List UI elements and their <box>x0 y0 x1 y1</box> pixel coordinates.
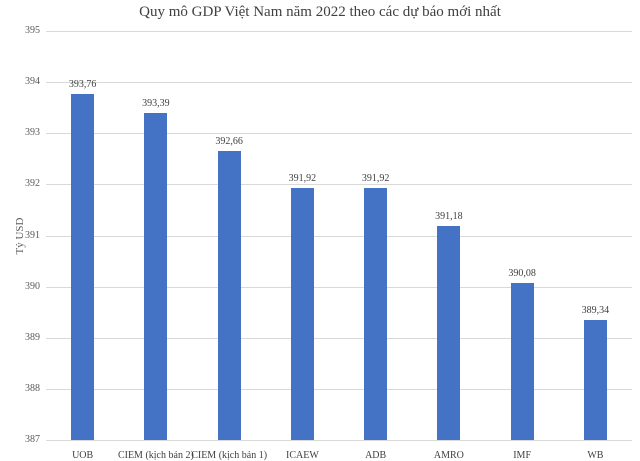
value-label: 392,66 <box>215 135 243 147</box>
gridline <box>46 440 632 441</box>
x-tick-label: ADB <box>365 450 387 461</box>
bar <box>437 226 461 440</box>
y-tick-label: 387 <box>25 434 40 445</box>
gridline <box>46 337 632 339</box>
gridline <box>46 286 632 288</box>
bar <box>71 94 95 440</box>
value-label: 393,39 <box>142 98 170 110</box>
x-tick-label: WB <box>587 450 604 461</box>
gridline <box>46 133 632 135</box>
y-tick-label: 394 <box>25 76 40 88</box>
gridline <box>46 235 632 237</box>
y-tick-label: 390 <box>25 280 40 292</box>
value-label: 391,92 <box>288 173 317 185</box>
bar <box>364 188 388 440</box>
chart-title: Quy mô GDP Việt Nam năm 2022 theo các dự… <box>139 4 501 20</box>
gridline <box>46 31 632 32</box>
x-tick-label: AMRO <box>433 450 464 461</box>
plot-area: 387 388 389 390 391 392 393 394 395 393,76 UOB 393,… <box>25 25 632 461</box>
gridline <box>46 82 632 84</box>
value-label: 393,76 <box>68 79 97 91</box>
x-tick-label: CIEM (kịch bản 2) <box>117 450 194 461</box>
x-tick-label: IMF <box>513 450 532 461</box>
gridline <box>46 184 632 186</box>
y-tick-label: 389 <box>25 331 40 343</box>
bar <box>510 282 534 440</box>
y-tick-label: 391 <box>25 229 40 241</box>
gridline <box>46 388 632 390</box>
y-tick-label: 388 <box>25 382 40 394</box>
y-tick-label: 392 <box>25 178 40 190</box>
bar <box>144 113 168 440</box>
x-tick-label: ICAEW <box>285 450 319 461</box>
x-tick-label: UOB <box>72 450 94 461</box>
bar <box>217 150 241 440</box>
y-tick-label: 393 <box>25 127 40 139</box>
value-label: 391,92 <box>361 173 390 185</box>
bar <box>290 188 314 440</box>
value-label: 391,18 <box>435 211 463 223</box>
value-label: 389,34 <box>581 305 610 317</box>
bar <box>583 320 607 440</box>
x-tick-label: CIEM (kịch bản 1) <box>191 450 268 461</box>
y-tick-label: 395 <box>25 25 40 36</box>
value-label: 390,08 <box>508 267 536 279</box>
